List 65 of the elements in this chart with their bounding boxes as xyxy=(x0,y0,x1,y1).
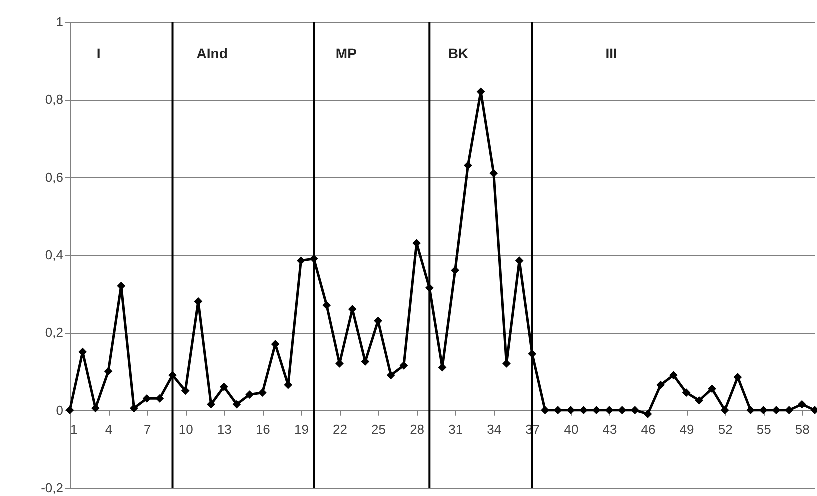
point xyxy=(605,406,614,415)
annotation: BK xyxy=(448,46,469,62)
point xyxy=(400,361,408,370)
x-tick-label: 13 xyxy=(217,422,232,437)
point xyxy=(464,162,472,170)
x-tick-label: 19 xyxy=(294,422,309,437)
point xyxy=(580,406,588,415)
point xyxy=(541,406,550,415)
annotation: MP xyxy=(336,46,357,62)
x-tick-label: 49 xyxy=(680,422,694,437)
point xyxy=(181,386,190,396)
point xyxy=(322,301,332,310)
point xyxy=(670,371,678,380)
y-tick-label: 0,4 xyxy=(45,248,64,262)
point xyxy=(772,406,781,415)
x-tick-label: 43 xyxy=(602,422,618,437)
point xyxy=(566,406,576,415)
x-tick-label: 58 xyxy=(795,422,810,437)
x-tick-label: 1 xyxy=(70,422,78,437)
annotation: AInd xyxy=(196,46,228,62)
x-tick-label: 52 xyxy=(718,422,733,437)
y-tick-label: 0,2 xyxy=(45,325,64,340)
point xyxy=(297,256,306,266)
point xyxy=(695,396,704,405)
x-tick-label: 40 xyxy=(564,422,579,437)
y-tick-label: 0,8 xyxy=(45,92,64,108)
point xyxy=(490,169,498,178)
point xyxy=(785,406,794,415)
point xyxy=(130,404,138,413)
point xyxy=(258,388,267,398)
point xyxy=(708,384,716,394)
x-tick-label: 28 xyxy=(410,422,425,437)
x-tick-label: 34 xyxy=(487,422,502,437)
point xyxy=(386,371,396,380)
point xyxy=(734,373,742,382)
x-tick-label: 16 xyxy=(256,422,270,437)
point xyxy=(746,406,755,415)
annotation: III xyxy=(606,46,618,62)
x-tick-label: 46 xyxy=(641,422,656,437)
point xyxy=(644,410,652,418)
point xyxy=(502,360,511,368)
point xyxy=(451,266,460,275)
point xyxy=(142,394,152,403)
point xyxy=(104,367,113,376)
y-tick-label: -0,2 xyxy=(41,480,64,496)
y-tick-label: 0 xyxy=(56,402,64,418)
point xyxy=(232,400,242,409)
x-tick-label: 7 xyxy=(144,422,152,437)
x-tick-label: 31 xyxy=(448,422,464,437)
point xyxy=(220,382,228,392)
y-tick-label: 1 xyxy=(56,14,64,30)
annotation: I xyxy=(96,46,101,62)
point xyxy=(682,388,691,398)
x-tick-label: 55 xyxy=(756,422,772,437)
x-tick-label: 25 xyxy=(372,422,386,437)
point xyxy=(656,380,666,390)
y-tick-label: 0,6 xyxy=(45,170,64,185)
x-tick-label: 10 xyxy=(178,422,194,437)
x-tick-label: 22 xyxy=(333,422,348,437)
point xyxy=(554,406,562,415)
x-tick-label: 4 xyxy=(105,422,113,437)
point xyxy=(246,390,254,399)
point xyxy=(156,394,164,403)
point xyxy=(720,406,730,415)
point xyxy=(798,400,806,409)
